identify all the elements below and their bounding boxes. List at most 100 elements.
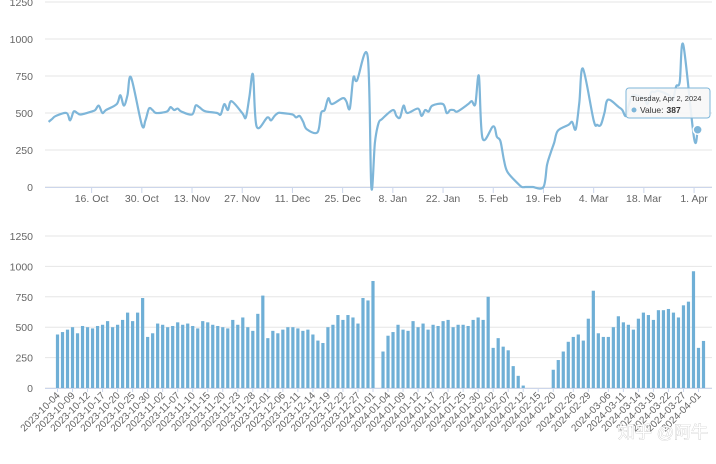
bar bbox=[216, 325, 220, 388]
bar bbox=[131, 321, 135, 388]
bar bbox=[631, 329, 635, 388]
y-tick-label: 1000 bbox=[10, 34, 34, 46]
bar bbox=[221, 327, 225, 388]
bar bbox=[691, 271, 696, 388]
bar bbox=[581, 340, 585, 388]
bar bbox=[421, 323, 425, 388]
y-tick-label: 750 bbox=[15, 71, 33, 83]
bar bbox=[406, 330, 410, 388]
bar bbox=[381, 351, 385, 388]
bar bbox=[95, 325, 100, 388]
bar bbox=[341, 319, 345, 388]
tooltip-label-text: Value: bbox=[640, 105, 663, 115]
bar bbox=[311, 334, 315, 388]
bar bbox=[346, 315, 350, 388]
bar bbox=[551, 369, 555, 388]
bar bbox=[496, 338, 500, 388]
bar bbox=[426, 329, 430, 388]
x-tick-label: 5. Feb bbox=[478, 193, 508, 205]
bar bbox=[391, 332, 395, 388]
bar bbox=[70, 327, 75, 388]
bar bbox=[161, 324, 165, 388]
bar bbox=[191, 325, 195, 388]
bar bbox=[591, 290, 595, 388]
bar bbox=[516, 375, 520, 388]
bar bbox=[121, 319, 125, 388]
y-tick-label: 250 bbox=[15, 145, 33, 157]
bar bbox=[466, 325, 470, 388]
tooltip-date: Tuesday, Apr 2, 2024 bbox=[631, 94, 701, 103]
bar bbox=[105, 321, 110, 388]
bar bbox=[461, 324, 465, 388]
bar bbox=[506, 350, 510, 388]
bar bbox=[331, 324, 335, 388]
bar bbox=[636, 318, 640, 388]
tooltip-box bbox=[625, 87, 711, 119]
x-tick-label: 18. Mar bbox=[626, 193, 662, 205]
y-tick-label: 500 bbox=[15, 108, 33, 120]
bar bbox=[661, 310, 666, 388]
bar bbox=[316, 340, 320, 388]
bar bbox=[586, 318, 590, 388]
chart: 0250500750100012502023-10-042023-10-0920… bbox=[10, 231, 712, 434]
bar bbox=[226, 328, 230, 388]
bar bbox=[396, 324, 400, 388]
bar bbox=[156, 323, 160, 388]
bar bbox=[401, 329, 405, 388]
y-tick-label: 0 bbox=[27, 182, 33, 194]
bar bbox=[246, 327, 250, 388]
bar bbox=[276, 333, 280, 388]
tooltip: Tuesday, Apr 2, 2024 Value: 387 bbox=[625, 87, 711, 119]
bar bbox=[476, 317, 480, 388]
bar bbox=[80, 325, 85, 388]
bar bbox=[471, 319, 475, 388]
bar bbox=[696, 347, 701, 388]
bar bbox=[65, 329, 70, 388]
bar bbox=[90, 328, 95, 388]
bar bbox=[271, 330, 275, 388]
bar bbox=[681, 305, 686, 388]
watermark: 知乎 @阿牛 bbox=[618, 423, 708, 442]
bar bbox=[141, 298, 145, 388]
line bbox=[47, 42, 699, 191]
y-tick-label: 0 bbox=[27, 383, 33, 395]
y-tick-label: 500 bbox=[15, 322, 33, 334]
bar bbox=[136, 312, 140, 388]
bar bbox=[301, 330, 305, 388]
bar bbox=[286, 327, 290, 388]
bar bbox=[646, 315, 651, 388]
bar bbox=[100, 324, 105, 388]
bar bbox=[501, 346, 505, 388]
bar bbox=[676, 317, 681, 388]
bar bbox=[556, 360, 560, 388]
bar bbox=[85, 327, 90, 388]
y-tick-label: 750 bbox=[15, 292, 33, 304]
y-tick-label: 1250 bbox=[10, 0, 34, 9]
tooltip-swatch bbox=[631, 107, 637, 113]
bar bbox=[126, 312, 130, 388]
bar bbox=[571, 336, 575, 388]
bar bbox=[186, 323, 190, 388]
bar bbox=[651, 319, 656, 388]
bar bbox=[171, 325, 175, 388]
bar bbox=[115, 324, 120, 388]
bar bbox=[621, 322, 625, 388]
x-tick-label: 27. Nov bbox=[224, 193, 261, 205]
bar bbox=[456, 324, 460, 388]
bar bbox=[241, 317, 245, 388]
bar bbox=[566, 341, 570, 388]
y-tick-label: 1250 bbox=[10, 231, 34, 243]
x-tick-label: 22. Jan bbox=[426, 193, 461, 205]
x-tick-label: 8. Jan bbox=[379, 193, 408, 205]
bar bbox=[256, 313, 260, 388]
bar bbox=[686, 301, 691, 388]
bar bbox=[521, 385, 525, 388]
bar bbox=[266, 338, 270, 388]
bar bbox=[371, 280, 375, 388]
chart: 0 250 500 750 1000 1250 16. Oct 30. Oct 13. Nov 2… bbox=[10, 0, 712, 205]
bar bbox=[451, 327, 455, 388]
bar bbox=[60, 332, 65, 388]
bar bbox=[626, 324, 630, 388]
